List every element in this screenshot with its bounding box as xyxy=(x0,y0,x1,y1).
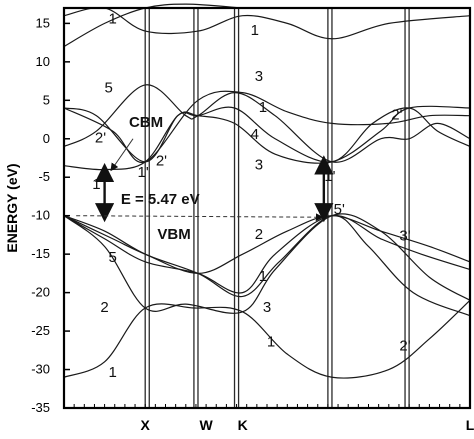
point-label-2: 5' xyxy=(334,201,345,218)
y-tick-label-10: -35 xyxy=(31,400,50,415)
band-9 xyxy=(63,90,471,163)
point-label-5: 3' xyxy=(399,227,410,244)
x-tick-label-l: L xyxy=(466,417,474,433)
y-tick-label-0: 15 xyxy=(36,15,50,30)
band-8 xyxy=(63,106,471,163)
y-tick-label-4: -5 xyxy=(38,169,50,184)
x-tick-label-x: X xyxy=(141,417,151,433)
band-label-11: 1 xyxy=(259,268,267,285)
y-ticks: 15 10 5 0 -5 -10 -15 -20 -25 -30 -35 xyxy=(31,15,70,415)
arrows-layer xyxy=(76,138,334,223)
band-label-9: 2 xyxy=(255,226,263,243)
y-tick-label-8: -25 xyxy=(31,323,50,338)
band-10 xyxy=(63,6,471,40)
vbm-dashed-pointer xyxy=(76,213,324,222)
x-tick-label-k: K xyxy=(238,417,248,433)
band-label-12: 2 xyxy=(100,299,108,316)
annotation-vbm-1: VBM xyxy=(157,226,190,243)
band-label-10: 5 xyxy=(109,249,117,266)
point-label-4: 2' xyxy=(391,107,402,124)
band-5 xyxy=(63,215,471,317)
cbm-pointer xyxy=(110,138,134,172)
y-tick-label-5: -10 xyxy=(31,208,50,223)
band-2 xyxy=(63,213,471,314)
x-tick-label-w: W xyxy=(199,417,213,433)
band-label-0: 1 xyxy=(109,10,117,27)
band-4 xyxy=(63,215,471,294)
point-label-3: 1' xyxy=(324,168,335,185)
band-label-6: 4 xyxy=(251,126,259,143)
band-label-14: 1 xyxy=(267,333,275,350)
band-label-8: 1 xyxy=(92,176,100,193)
y-tick-label-6: -15 xyxy=(31,246,50,261)
band-1 xyxy=(63,299,471,379)
y-tick-label-1: 10 xyxy=(36,54,50,69)
y-tick-label-3: 0 xyxy=(43,131,50,146)
band-label-13: 3 xyxy=(263,299,271,316)
y-tick-label-2: 5 xyxy=(43,92,50,107)
point-label-6: 2' xyxy=(399,337,410,354)
band-label-3: 3 xyxy=(255,68,263,85)
y-tick-label-7: -20 xyxy=(31,285,50,300)
grid-layer xyxy=(144,8,410,408)
band-label-4: 1 xyxy=(259,99,267,116)
band-label-2: 5 xyxy=(104,80,112,97)
y-tick-label-9: -30 xyxy=(31,362,50,377)
annotation-cbm-0: CBM xyxy=(129,114,163,131)
plot-frame xyxy=(62,6,472,410)
band-label-1: 1 xyxy=(251,22,259,39)
annotation-e-2: E = 5.47 eV xyxy=(121,191,200,208)
bands-layer xyxy=(63,3,471,379)
band-label-7: 3 xyxy=(255,157,263,174)
labels-layer: 1 1 5 3 1 2' 4 3 1 2 5 1 2 3 1 1 1' 2' 5' 1' 2' 3' 2' CBM VBM E =… xyxy=(92,10,410,381)
band-label-15: 1 xyxy=(109,364,117,381)
point-label-0: 1' xyxy=(138,164,149,181)
point-label-1: 2' xyxy=(156,153,167,170)
band-3 xyxy=(63,215,471,274)
band-7 xyxy=(63,84,471,163)
band-label-5: 2' xyxy=(95,130,106,147)
y-axis-title: ENERGY (eV) xyxy=(4,163,20,252)
